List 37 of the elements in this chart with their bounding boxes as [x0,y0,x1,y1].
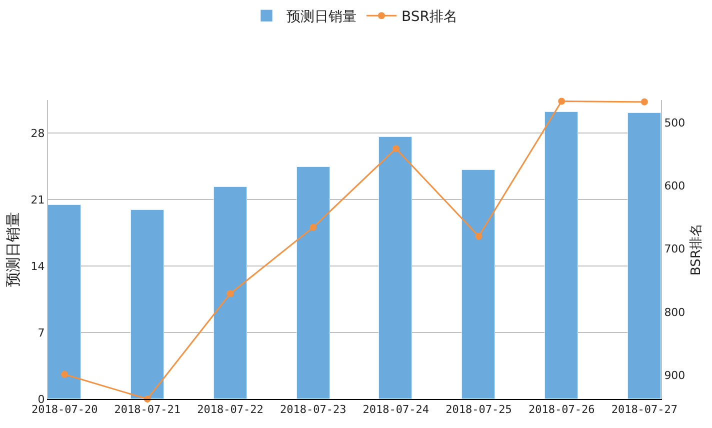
bar [48,204,81,399]
y-tick-label: 14 [30,260,45,273]
y-axis-title: 预测日销量 [4,212,22,287]
y2-axis-title: BSR排名 [688,224,704,276]
x-tick-label: 2018-07-21 [114,403,181,416]
y2-tick-label: 600 [664,180,686,193]
point [61,370,68,378]
legend-label: 预测日销量 [286,9,356,26]
bar [628,112,661,399]
y-tick-label: 28 [30,127,45,140]
y2-tick-label: 900 [664,368,686,382]
y-tick-label: 21 [30,194,45,207]
bar [378,136,412,399]
bar [544,112,578,399]
x-tick-label: 2018-07-20 [31,403,98,416]
bar [296,166,330,399]
point [640,98,648,106]
point [392,145,400,152]
y-tick-label: 0 [38,392,45,406]
bar [214,186,247,399]
x-tick-label: 2018-07-25 [446,403,512,416]
bar [462,170,495,399]
bar [130,210,164,399]
point [310,224,317,231]
y2-tick-label: 800 [664,306,686,319]
point [558,98,566,105]
x-tick-label: 2018-07-23 [280,403,346,416]
point [226,290,234,298]
x-tick-label: 2018-07-22 [197,403,264,416]
y-tick-label: 7 [38,326,45,340]
y2-tick-label: 500 [664,116,686,130]
x-tick-label: 2018-07-24 [362,403,430,416]
legend-label: BSR排名 [402,9,458,26]
y2-tick-label: 700 [664,242,686,256]
x-tick-label: 2018-07-27 [611,403,678,416]
x-tick-label: 2018-07-26 [528,403,595,416]
point [475,232,482,240]
